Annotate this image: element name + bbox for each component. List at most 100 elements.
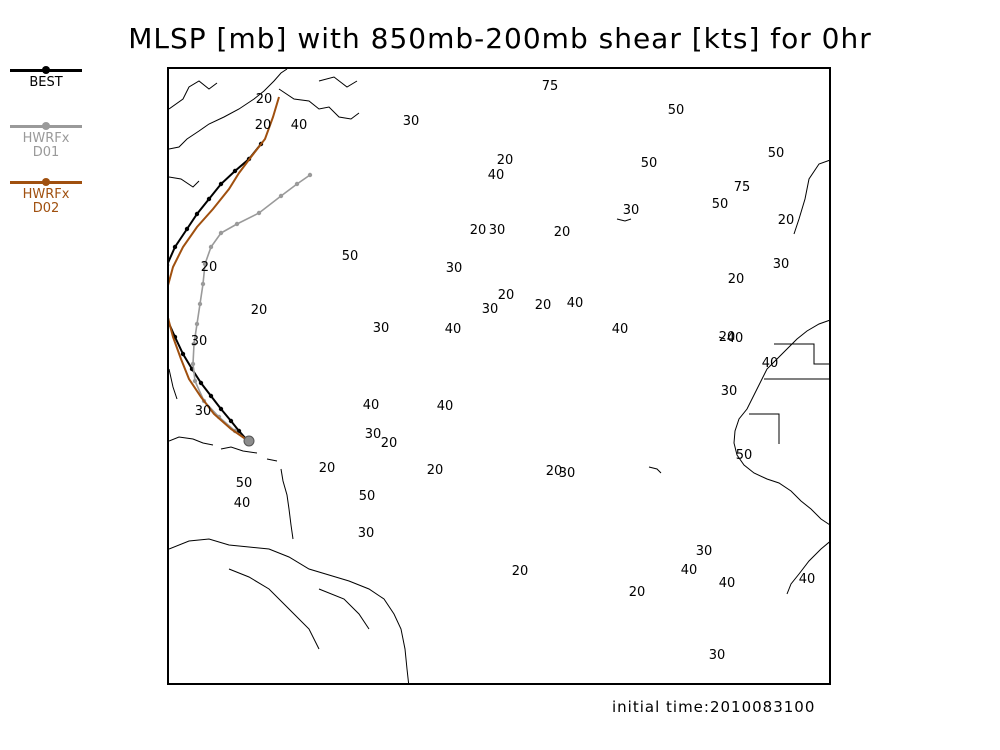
track-legend: BEST HWRFx D01 HWRFx D02 — [6, 62, 86, 230]
shear-label: 50 — [768, 146, 785, 161]
shear-label: 40 — [719, 576, 736, 591]
legend-item-hwrfx-d02: HWRFx D02 — [6, 174, 86, 230]
hwrfx-d01-track-point — [256, 210, 262, 216]
island-cape-verde — [648, 466, 662, 474]
hwrfx-d02-track-line — [169, 96, 280, 441]
shear-label: 40 — [799, 572, 816, 587]
shear-label: 50 — [668, 103, 685, 118]
shear-label: 40 — [234, 496, 251, 511]
shear-label: 50 — [236, 476, 253, 491]
initial-position-marker — [243, 435, 255, 447]
best-track-point — [228, 418, 234, 424]
legend-marker-hwrfx-d02 — [42, 178, 50, 186]
shear-label: 75 — [734, 180, 751, 195]
shear-label: 50 — [736, 448, 753, 463]
hwrfx-d01-track-point — [202, 261, 208, 267]
best-track-point — [194, 211, 200, 217]
shear-label: 20 — [251, 303, 268, 318]
best-track-point — [198, 380, 204, 386]
shear-label: 50 — [342, 249, 359, 264]
best-track-point — [236, 428, 242, 434]
best-track-point — [172, 244, 178, 250]
best-track-point — [206, 196, 212, 202]
map-canvas: 7550302040505020402075503020305030304020… — [169, 69, 829, 683]
chart-title: MLSP [mb] with 850mb-200mb shear [kts] f… — [128, 22, 872, 55]
shear-label: 30 — [195, 404, 212, 419]
border-guianas — [318, 588, 370, 630]
shear-label: 40 — [567, 296, 584, 311]
best-track-point — [180, 351, 186, 357]
shear-label: 50 — [359, 489, 376, 504]
shear-label: 20 — [629, 585, 646, 600]
shear-label: 20 — [778, 213, 795, 228]
shear-label: 20 — [381, 436, 398, 451]
shear-label: 30 — [721, 384, 738, 399]
shear-label: 20 — [497, 153, 514, 168]
coastline-north-america — [169, 69, 288, 150]
best-track-point — [232, 168, 238, 174]
storm-tracks — [169, 96, 313, 447]
coastline-carolinas — [169, 368, 178, 400]
hwrfx-d01-track-point — [192, 378, 198, 384]
best-track-point — [184, 226, 190, 232]
coastline-nova-scotia — [278, 88, 360, 120]
shear-label: 40 — [681, 563, 698, 578]
island-canaries — [718, 336, 726, 340]
shear-label: 20 — [546, 464, 563, 479]
shear-label: 50 — [712, 197, 729, 212]
shear-label: 40 — [762, 356, 779, 371]
border-venezuela — [228, 568, 320, 650]
shear-label: 50 — [641, 156, 658, 171]
hwrfx-d01-track-point — [218, 230, 224, 236]
shear-label: 20 — [719, 330, 736, 345]
shear-label: 75 — [542, 79, 559, 94]
legend-label-best: BEST — [29, 75, 63, 90]
shear-label: 30 — [559, 466, 576, 481]
shear-label: 30 — [489, 223, 506, 238]
shear-label: 40 — [291, 118, 308, 133]
coastline-cape-cod — [169, 176, 200, 188]
island-hispaniola — [220, 446, 258, 454]
shear-label: 20 — [535, 298, 552, 313]
shear-label: 30 — [358, 526, 375, 541]
shear-labels: 7550302040505020402075503020305030304020… — [191, 79, 816, 663]
hwrfx-d01-track-point — [197, 301, 203, 307]
shear-label: 30 — [365, 427, 382, 442]
legend-label-hwrfx-d02: HWRFx D02 — [22, 187, 70, 216]
map-panel: 75 50 30 20 40 50 50 20 40 20 75 50 30 20 30 50 30 30 40 20… — [167, 67, 831, 685]
shear-label: 20 — [201, 260, 218, 275]
shear-label: 30 — [191, 334, 208, 349]
legend-marker-best — [42, 66, 50, 74]
hwrfx-d01-track-point — [294, 181, 300, 187]
shear-label: 20 — [319, 461, 336, 476]
shear-label: 30 — [696, 544, 713, 559]
shear-label: 30 — [482, 302, 499, 317]
shear-label: 40 — [437, 399, 454, 414]
shear-label: 20 — [498, 288, 515, 303]
best-track-point — [218, 181, 224, 187]
coastlines — [169, 69, 829, 683]
shear-label: 30 — [446, 261, 463, 276]
shear-label: 40 — [488, 168, 505, 183]
shear-label: 30 — [403, 114, 420, 129]
coastline-newfoundland — [318, 76, 358, 88]
border-mauritania — [749, 413, 780, 444]
shear-label: 30 — [623, 203, 640, 218]
shear-label: 40 — [727, 331, 744, 346]
hwrfx-d01-track-point — [191, 341, 197, 347]
shear-label: 20 — [728, 272, 745, 287]
initial-time-label: initial time:2010083100 — [612, 698, 816, 716]
best-track-point — [218, 406, 224, 412]
shear-label: 20 — [554, 225, 571, 240]
hwrfx-d01-track-point — [200, 281, 206, 287]
island-puerto-rico — [266, 458, 278, 462]
coastline-iberia — [793, 159, 829, 235]
best-track-point — [208, 393, 214, 399]
hwrfx-d01-track-point — [234, 221, 240, 227]
shear-label: 30 — [773, 257, 790, 272]
shear-label: 20 — [512, 564, 529, 579]
coastline-canada — [169, 80, 218, 110]
legend-item-best: BEST — [6, 62, 86, 118]
shear-label: 40 — [363, 398, 380, 413]
hwrfx-d01-track-point — [194, 321, 200, 327]
